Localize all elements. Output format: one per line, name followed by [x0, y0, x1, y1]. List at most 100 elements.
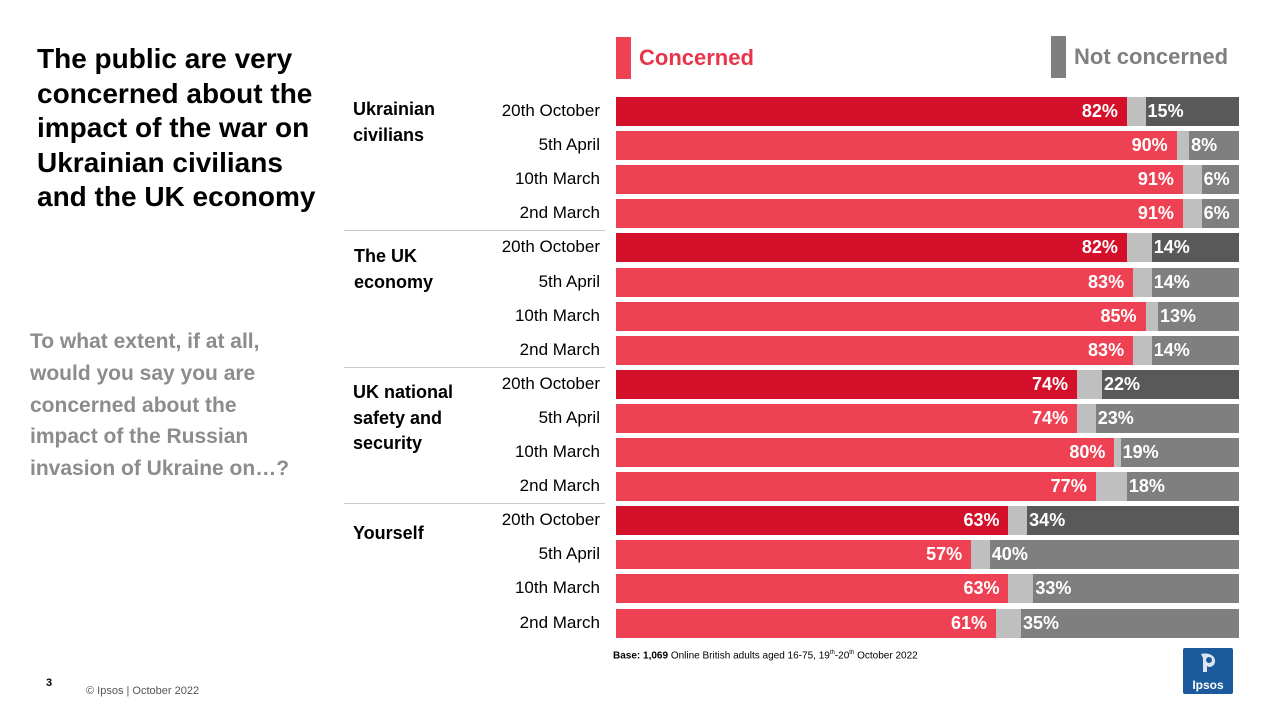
- base-note-sup-a: th: [829, 650, 835, 656]
- row-date-label: 20th October: [501, 510, 600, 529]
- bar-concerned: [616, 472, 1096, 501]
- bar-not-concerned-value: 40%: [991, 544, 1028, 564]
- bar-not-concerned: [1151, 233, 1239, 262]
- bar-not-concerned-value: 19%: [1122, 442, 1159, 462]
- logo-mark-icon: [1201, 653, 1216, 672]
- bar-concerned: [616, 199, 1183, 228]
- bar-not-concerned: [1101, 370, 1239, 399]
- bar-not-concerned: [989, 540, 1239, 569]
- bar-neutral: [1133, 268, 1152, 297]
- bar-concerned: [616, 370, 1078, 399]
- legend-concerned-label: Concerned: [639, 45, 754, 70]
- bar-concerned: [616, 609, 997, 638]
- row-date-label: 10th March: [514, 578, 600, 597]
- bar-not-concerned: [1020, 609, 1239, 638]
- bar-concerned: [616, 131, 1177, 160]
- logo-text: Ipsos: [1192, 678, 1224, 692]
- bar-concerned-value: 61%: [950, 613, 988, 633]
- bar-neutral: [1145, 302, 1158, 331]
- bar-concerned: [616, 268, 1134, 297]
- bar-concerned-value: 57%: [926, 544, 963, 564]
- group-label: Ukrainian civilians: [353, 99, 436, 145]
- row-date-label: 20th October: [501, 101, 600, 120]
- group-label: UK national safety and security: [353, 382, 454, 453]
- bar-not-concerned-value: 14%: [1153, 340, 1190, 360]
- bar-concerned: [616, 302, 1146, 331]
- bar-concerned-value: 91%: [1137, 203, 1174, 223]
- row-date-label: 20th October: [501, 374, 600, 393]
- row-date-label: 5th April: [538, 544, 600, 563]
- bar-concerned-value: 74%: [1031, 408, 1069, 428]
- bar-not-concerned: [1201, 165, 1239, 194]
- legend-not-concerned-label: Not concerned: [1074, 44, 1229, 69]
- ipsos-logo: Ipsos: [1183, 648, 1233, 694]
- bar-concerned: [616, 574, 1009, 603]
- bar-neutral: [996, 609, 1021, 638]
- bar-concerned-value: 77%: [1050, 476, 1087, 496]
- bar-neutral: [1133, 336, 1152, 365]
- bar-concerned-value: 82%: [1081, 237, 1118, 257]
- legend-not-concerned: Not concerned: [1051, 36, 1228, 78]
- group-divider: [344, 367, 605, 368]
- bar-neutral: [971, 540, 990, 569]
- bar-neutral: [1182, 199, 1202, 228]
- slide-title: The public are very concerned about the …: [37, 43, 316, 212]
- bar-not-concerned: [1095, 404, 1239, 433]
- bar-concerned-value: 82%: [1081, 101, 1118, 121]
- bar-neutral: [1077, 404, 1096, 433]
- bar-neutral: [1008, 506, 1028, 535]
- row-date-label: 5th April: [538, 135, 600, 154]
- base-note-text-c: October 2022: [854, 650, 918, 662]
- bar-not-concerned: [1033, 574, 1239, 603]
- group-label: The UK economy: [354, 246, 434, 292]
- bar-not-concerned-value: 33%: [1035, 578, 1072, 598]
- legend-concerned: Concerned: [616, 37, 754, 79]
- legend-concerned-swatch: [616, 37, 631, 79]
- bar-neutral: [1114, 438, 1121, 467]
- bar-neutral: [1176, 131, 1190, 160]
- bar-concerned-value: 91%: [1137, 169, 1174, 189]
- bar-not-concerned: [1145, 97, 1239, 126]
- page-number: 3: [46, 677, 53, 689]
- bar-concerned: [616, 540, 972, 569]
- bar-not-concerned-value: 6%: [1203, 169, 1230, 189]
- row-date-label: 5th April: [538, 272, 600, 291]
- bar-concerned: [616, 404, 1078, 433]
- bar-not-concerned-value: 8%: [1191, 135, 1218, 155]
- bar-not-concerned-value: 34%: [1029, 510, 1066, 530]
- row-date-label: 2nd March: [519, 340, 600, 359]
- bar-not-concerned-value: 35%: [1022, 613, 1059, 633]
- bar-neutral: [1126, 233, 1152, 262]
- row-date-label: 20th October: [501, 237, 600, 256]
- bar-not-concerned-value: 22%: [1103, 374, 1140, 394]
- bar-concerned: [616, 165, 1183, 194]
- base-note-text-a: Online British adults aged 16-75, 19: [668, 650, 830, 662]
- bar-not-concerned-value: 18%: [1128, 476, 1165, 496]
- bar-not-concerned-value: 6%: [1203, 203, 1230, 223]
- bar-neutral: [1126, 97, 1146, 126]
- bar-not-concerned-value: 13%: [1160, 306, 1197, 326]
- row-date-label: 10th March: [514, 442, 600, 461]
- base-note-sup-b: th: [849, 650, 855, 656]
- bar-not-concerned: [1126, 472, 1239, 501]
- row-date-label: 5th April: [538, 408, 600, 427]
- bar-not-concerned-value: 15%: [1147, 101, 1184, 121]
- bar-concerned-value: 83%: [1088, 340, 1125, 360]
- bar-concerned-value: 63%: [963, 578, 1000, 598]
- bar-concerned-value: 90%: [1131, 135, 1168, 155]
- bar-concerned: [616, 336, 1134, 365]
- bar-concerned: [616, 233, 1127, 262]
- base-note-text-b: -20: [834, 650, 850, 662]
- bar-not-concerned: [1151, 336, 1239, 365]
- bar-concerned-value: 85%: [1100, 306, 1137, 326]
- bar-concerned-value: 63%: [963, 510, 1000, 530]
- row-date-label: 2nd March: [519, 203, 600, 222]
- bar-neutral: [1182, 165, 1202, 194]
- base-note-prefix: Base: 1,069: [613, 650, 669, 662]
- bar-not-concerned-value: 14%: [1153, 272, 1190, 292]
- bar-concerned: [616, 506, 1009, 535]
- group-label: Yourself: [353, 523, 424, 543]
- row-date-label: 10th March: [514, 306, 600, 325]
- bar-neutral: [1095, 472, 1127, 501]
- row-date-label: 10th March: [514, 169, 600, 188]
